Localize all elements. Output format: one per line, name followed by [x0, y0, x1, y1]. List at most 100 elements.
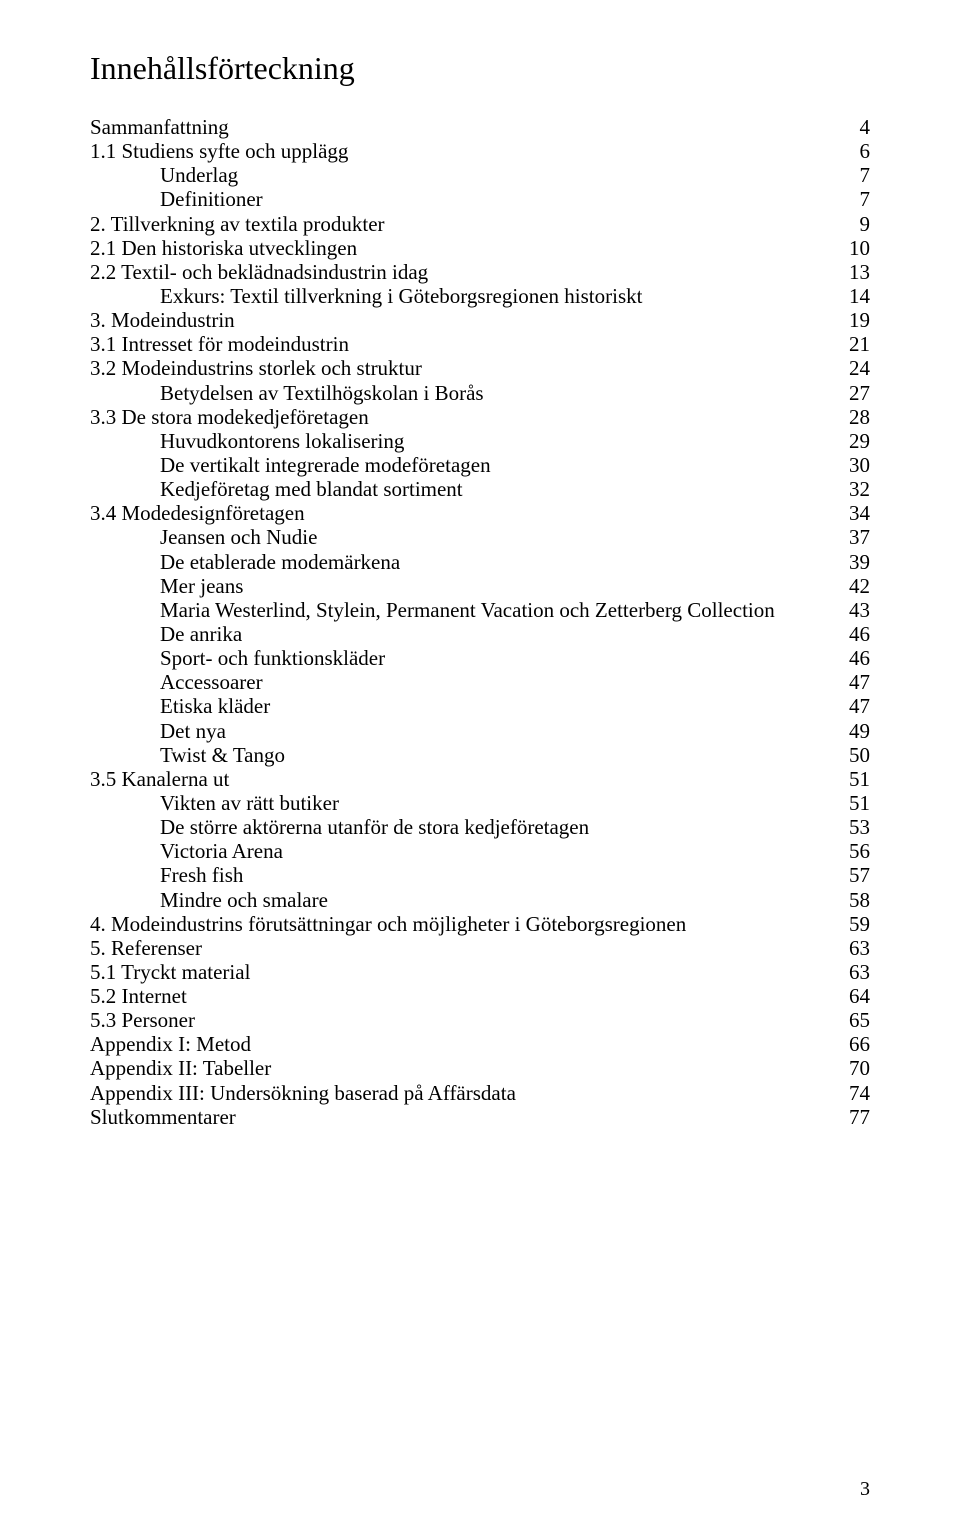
toc-page-number: 10 [841, 236, 870, 260]
toc-page-number: 21 [841, 332, 870, 356]
document-page: Innehållsförteckning Sammanfattning41.1 … [0, 0, 960, 1531]
toc-row: Sport- och funktionskläder46 [90, 646, 870, 670]
toc-label: Etiska kläder [160, 694, 270, 718]
toc-row: Appendix II: Tabeller70 [90, 1056, 870, 1080]
toc-page-number: 51 [841, 791, 870, 815]
toc-label: De etablerade modemärkena [160, 550, 400, 574]
toc-label: 3.3 De stora modekedjeföretagen [90, 405, 369, 429]
toc-page-number: 30 [841, 453, 870, 477]
toc-row: Sammanfattning 4 [90, 115, 870, 139]
toc-label: Det nya [160, 719, 226, 743]
toc-label: 4. Modeindustrins förutsättningar och mö… [90, 912, 686, 936]
toc-page-number: 9 [852, 212, 871, 236]
toc-label: Jeansen och Nudie [160, 525, 317, 549]
toc-label: 5.2 Internet [90, 984, 187, 1008]
toc-label: Appendix I: Metod [90, 1032, 251, 1056]
toc-page-number: 24 [841, 356, 870, 380]
toc-row: Slutkommentarer 77 [90, 1105, 870, 1129]
toc-row: 1.1 Studiens syfte och upplägg6 [90, 139, 870, 163]
toc-page-number: 64 [841, 984, 870, 1008]
toc-page-number: 56 [841, 839, 870, 863]
toc-page-number: 42 [841, 574, 870, 598]
toc-page-number: 29 [841, 429, 870, 453]
toc-row: 3. Modeindustrin 19 [90, 308, 870, 332]
toc-row: Fresh fish 57 [90, 863, 870, 887]
toc-row: Underlag7 [90, 163, 870, 187]
toc-label: Vikten av rätt butiker [160, 791, 339, 815]
toc-row: De anrika46 [90, 622, 870, 646]
toc-page-number: 59 [841, 912, 870, 936]
toc-page-number: 7 [852, 163, 871, 187]
toc-label: Kedjeföretag med blandat sortiment [160, 477, 463, 501]
toc-row: Exkurs: Textil tillverkning i Göteborgsr… [90, 284, 870, 308]
toc-page-number: 53 [841, 815, 870, 839]
toc-label: Sammanfattning [90, 115, 229, 139]
toc-row: Det nya 49 [90, 719, 870, 743]
toc-row: De större aktörerna utanför de stora ked… [90, 815, 870, 839]
toc-row: Mindre och smalare58 [90, 888, 870, 912]
toc-page-number: 58 [841, 888, 870, 912]
toc-row: Kedjeföretag med blandat sortiment 32 [90, 477, 870, 501]
toc-label: 3.2 Modeindustrins storlek och struktur [90, 356, 422, 380]
toc-label: De vertikalt integrerade modeföretagen [160, 453, 491, 477]
toc-label: Accessoarer [160, 670, 263, 694]
toc-page-number: 51 [841, 767, 870, 791]
toc-label: Fresh fish [160, 863, 243, 887]
toc-page-number: 46 [841, 622, 870, 646]
toc-label: Twist & Tango [160, 743, 285, 767]
toc-label: 2.1 Den historiska utvecklingen [90, 236, 357, 260]
toc-row: 4. Modeindustrins förutsättningar och mö… [90, 912, 870, 936]
toc-page-number: 77 [841, 1105, 870, 1129]
toc-page-number: 37 [841, 525, 870, 549]
toc-label: 1.1 Studiens syfte och upplägg [90, 139, 348, 163]
toc-label: De större aktörerna utanför de stora ked… [160, 815, 589, 839]
toc-page-number: 28 [841, 405, 870, 429]
toc-page-number: 63 [841, 960, 870, 984]
toc-page-number: 7 [852, 187, 871, 211]
toc-row: 5.1 Tryckt material 63 [90, 960, 870, 984]
toc-page-number: 4 [852, 115, 871, 139]
toc-label: Appendix II: Tabeller [90, 1056, 271, 1080]
toc-row: De vertikalt integrerade modeföretagen 30 [90, 453, 870, 477]
toc-page-number: 27 [841, 381, 870, 405]
toc-label: 5. Referenser [90, 936, 202, 960]
toc-label: Appendix III: Undersökning baserad på Af… [90, 1081, 516, 1105]
toc-label: 2. Tillverkning av textila produkter [90, 212, 385, 236]
toc-label: Betydelsen av Textilhögskolan i Borås [160, 381, 484, 405]
toc-page-number: 74 [841, 1081, 870, 1105]
toc-label: 5.3 Personer [90, 1008, 195, 1032]
toc-row: Accessoarer47 [90, 670, 870, 694]
toc-label: Definitioner [160, 187, 263, 211]
toc-page-number: 57 [841, 863, 870, 887]
toc-page-number: 63 [841, 936, 870, 960]
toc-label: Victoria Arena [160, 839, 283, 863]
toc-page-number: 46 [841, 646, 870, 670]
toc-label: 3.4 Modedesignföretagen [90, 501, 305, 525]
toc-page-number: 19 [841, 308, 870, 332]
toc-row: 5.2 Internet 64 [90, 984, 870, 1008]
toc-label: 5.1 Tryckt material [90, 960, 250, 984]
toc-list: Sammanfattning41.1 Studiens syfte och up… [90, 115, 870, 1129]
toc-row: Appendix I: Metod66 [90, 1032, 870, 1056]
toc-label: 3.1 Intresset för modeindustrin [90, 332, 349, 356]
toc-page-number: 50 [841, 743, 870, 767]
toc-label: Exkurs: Textil tillverkning i Göteborgsr… [160, 284, 642, 308]
toc-label: Mer jeans [160, 574, 243, 598]
toc-row: 3.5 Kanalerna ut51 [90, 767, 870, 791]
toc-page-number: 47 [841, 694, 870, 718]
toc-page-number: 49 [841, 719, 870, 743]
toc-page-number: 34 [841, 501, 870, 525]
toc-label: 2.2 Textil- och beklädnadsindustrin idag [90, 260, 428, 284]
toc-page-number: 43 [841, 598, 870, 622]
toc-page-number: 32 [841, 477, 870, 501]
toc-row: 3.1 Intresset för modeindustrin 21 [90, 332, 870, 356]
toc-row: 3.3 De stora modekedjeföretagen 28 [90, 405, 870, 429]
toc-page-number: 14 [841, 284, 870, 308]
toc-label: 3. Modeindustrin [90, 308, 235, 332]
toc-label: Slutkommentarer [90, 1105, 236, 1129]
toc-row: Betydelsen av Textilhögskolan i Borås 27 [90, 381, 870, 405]
toc-row: 5.3 Personer65 [90, 1008, 870, 1032]
toc-row: 2.1 Den historiska utvecklingen 10 [90, 236, 870, 260]
toc-row: Appendix III: Undersökning baserad på Af… [90, 1081, 870, 1105]
toc-row: Huvudkontorens lokalisering29 [90, 429, 870, 453]
